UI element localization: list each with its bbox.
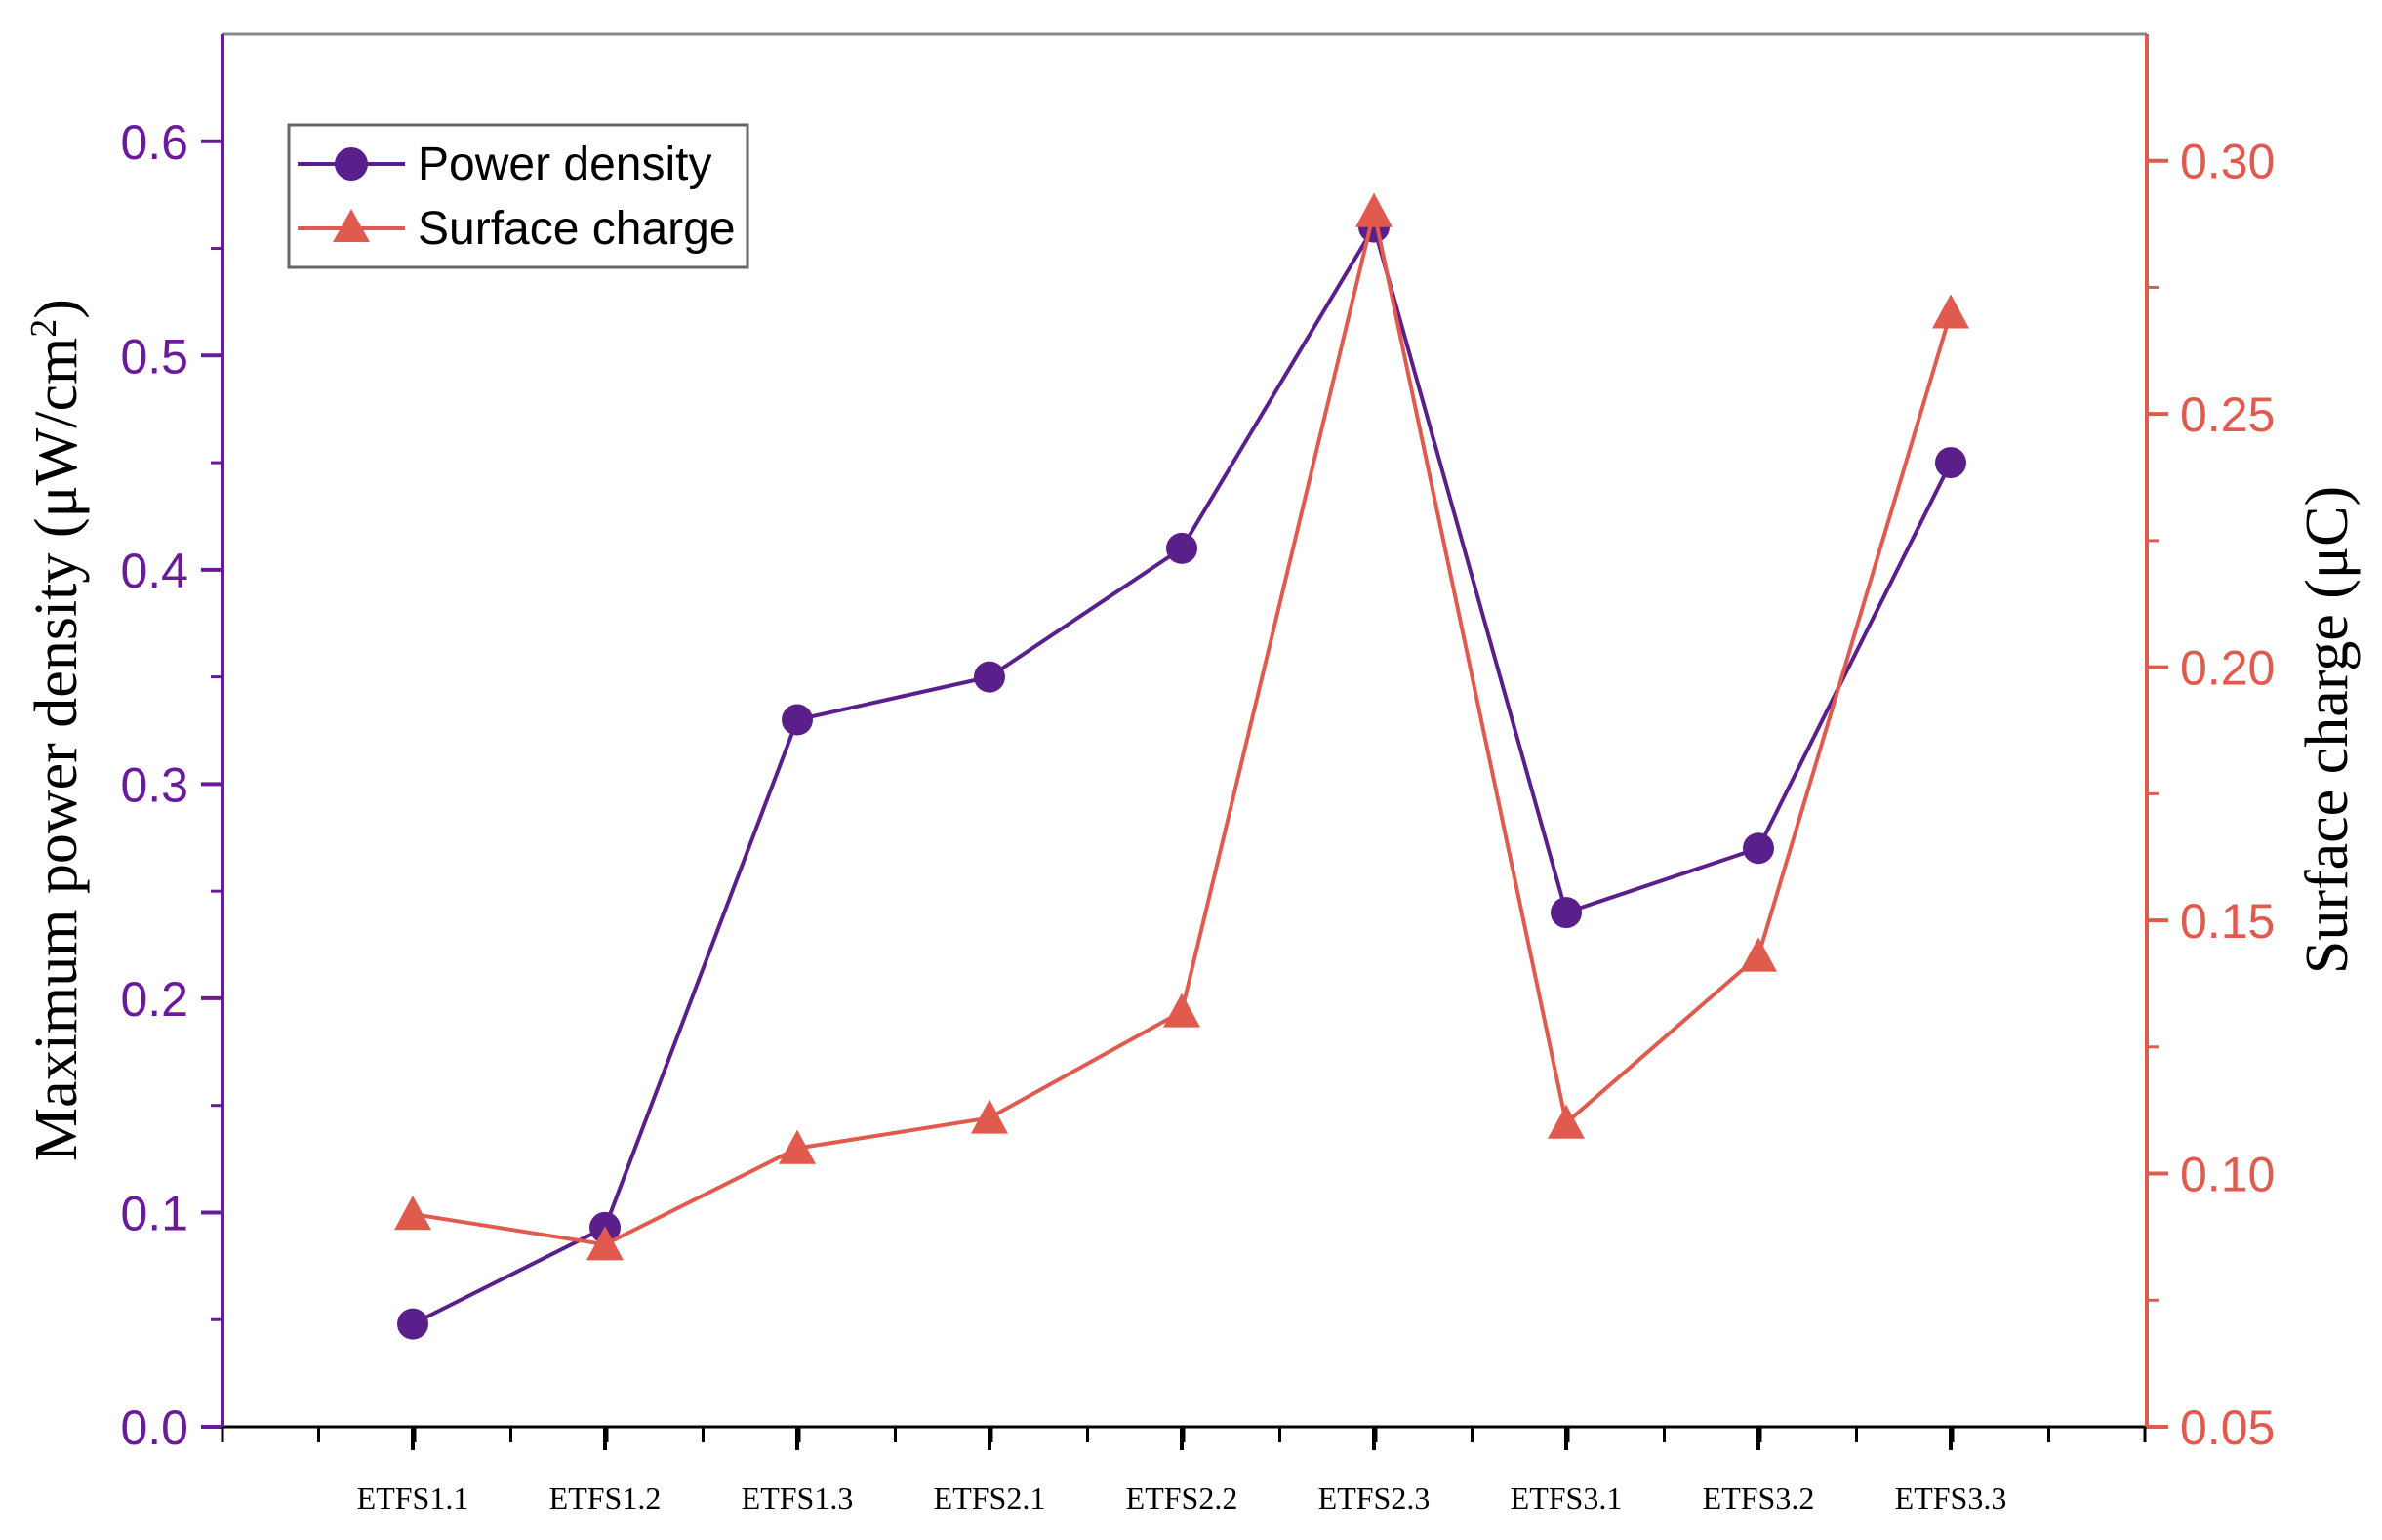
data-point-surface-charge	[1740, 937, 1777, 972]
right-y-axis: 0.05 0.10 0.15 0.20 0.25 0.30	[2147, 135, 2275, 1455]
left-tick-label: 0.5	[120, 329, 188, 384]
x-tick-label: ETFS2.3	[1318, 1480, 1431, 1516]
data-point-power-density	[1743, 832, 1774, 865]
left-tick-label: 0.3	[120, 757, 188, 812]
data-point-power-density	[1935, 447, 1966, 479]
series-line-power-density	[412, 222, 1953, 1326]
x-tick-label: ETFS1.1	[357, 1480, 469, 1516]
data-point-surface-charge	[779, 1129, 816, 1164]
x-tick-label: ETFS2.1	[934, 1480, 1046, 1516]
legend-marker-surface-charge	[333, 209, 370, 242]
left-tick-label: 0.6	[120, 115, 188, 170]
legend: Power density Surface charge	[287, 123, 749, 269]
left-tick-label: 0.4	[120, 544, 188, 598]
data-point-surface-charge	[1548, 1104, 1585, 1139]
x-axis: ETFS1.1 ETFS1.2 ETFS1.3 ETFS2.1 ETFS2.2 ETFS2…	[221, 1427, 2147, 1516]
left-tick-label: 0.2	[120, 972, 188, 1027]
x-tick-label: ETFS3.3	[1895, 1480, 2007, 1516]
y-axis-left-label: Maximum power density (μW/cm2)	[23, 299, 90, 1161]
legend-box	[287, 123, 749, 269]
right-tick-label: 0.10	[2180, 1148, 2275, 1202]
data-point-surface-charge	[971, 1099, 1008, 1134]
data-point-surface-charge	[1163, 993, 1200, 1028]
legend-label-surface-charge: Surface charge	[418, 203, 736, 255]
series-surface-charge	[394, 192, 1969, 1261]
right-tick-label: 0.25	[2180, 387, 2275, 442]
x-tick-label: ETFS3.2	[1703, 1480, 1815, 1516]
series-layer	[394, 192, 1969, 1340]
right-tick-label: 0.15	[2180, 894, 2275, 949]
legend-entry-power-density: Power density	[298, 139, 711, 190]
series-line-surface-charge	[412, 211, 1953, 1247]
data-point-power-density	[974, 661, 1005, 693]
right-tick-label: 0.30	[2180, 135, 2275, 189]
legend-label-power-density: Power density	[418, 139, 711, 190]
data-point-power-density	[1551, 897, 1582, 929]
x-tick-label: ETFS2.2	[1126, 1480, 1238, 1516]
data-point-surface-charge	[1355, 192, 1393, 227]
legend-marker-power-density	[335, 147, 368, 181]
x-tick-label: ETFS1.3	[742, 1480, 854, 1516]
left-y-axis: 0.0 0.1 0.2 0.3 0.4 0.5 0.6	[120, 115, 222, 1455]
data-point-surface-charge	[586, 1226, 624, 1261]
data-point-surface-charge	[394, 1196, 431, 1231]
left-tick-label: 0.0	[120, 1400, 188, 1455]
series-power-density	[397, 211, 1966, 1340]
data-point-power-density	[397, 1308, 428, 1340]
x-tick-label: ETFS1.2	[549, 1480, 662, 1516]
right-tick-label: 0.20	[2180, 641, 2275, 696]
x-tick-label: ETFS3.1	[1511, 1480, 1623, 1516]
data-point-surface-charge	[1932, 294, 1969, 329]
left-tick-label: 0.1	[120, 1186, 188, 1240]
legend-entry-surface-charge: Surface charge	[298, 203, 736, 255]
right-tick-label: 0.05	[2180, 1400, 2275, 1455]
data-point-power-density	[1166, 532, 1197, 564]
y-axis-right-label: Surface charge (μC)	[2294, 486, 2361, 974]
plot-frame	[221, 32, 2149, 1429]
data-point-power-density	[782, 704, 813, 736]
